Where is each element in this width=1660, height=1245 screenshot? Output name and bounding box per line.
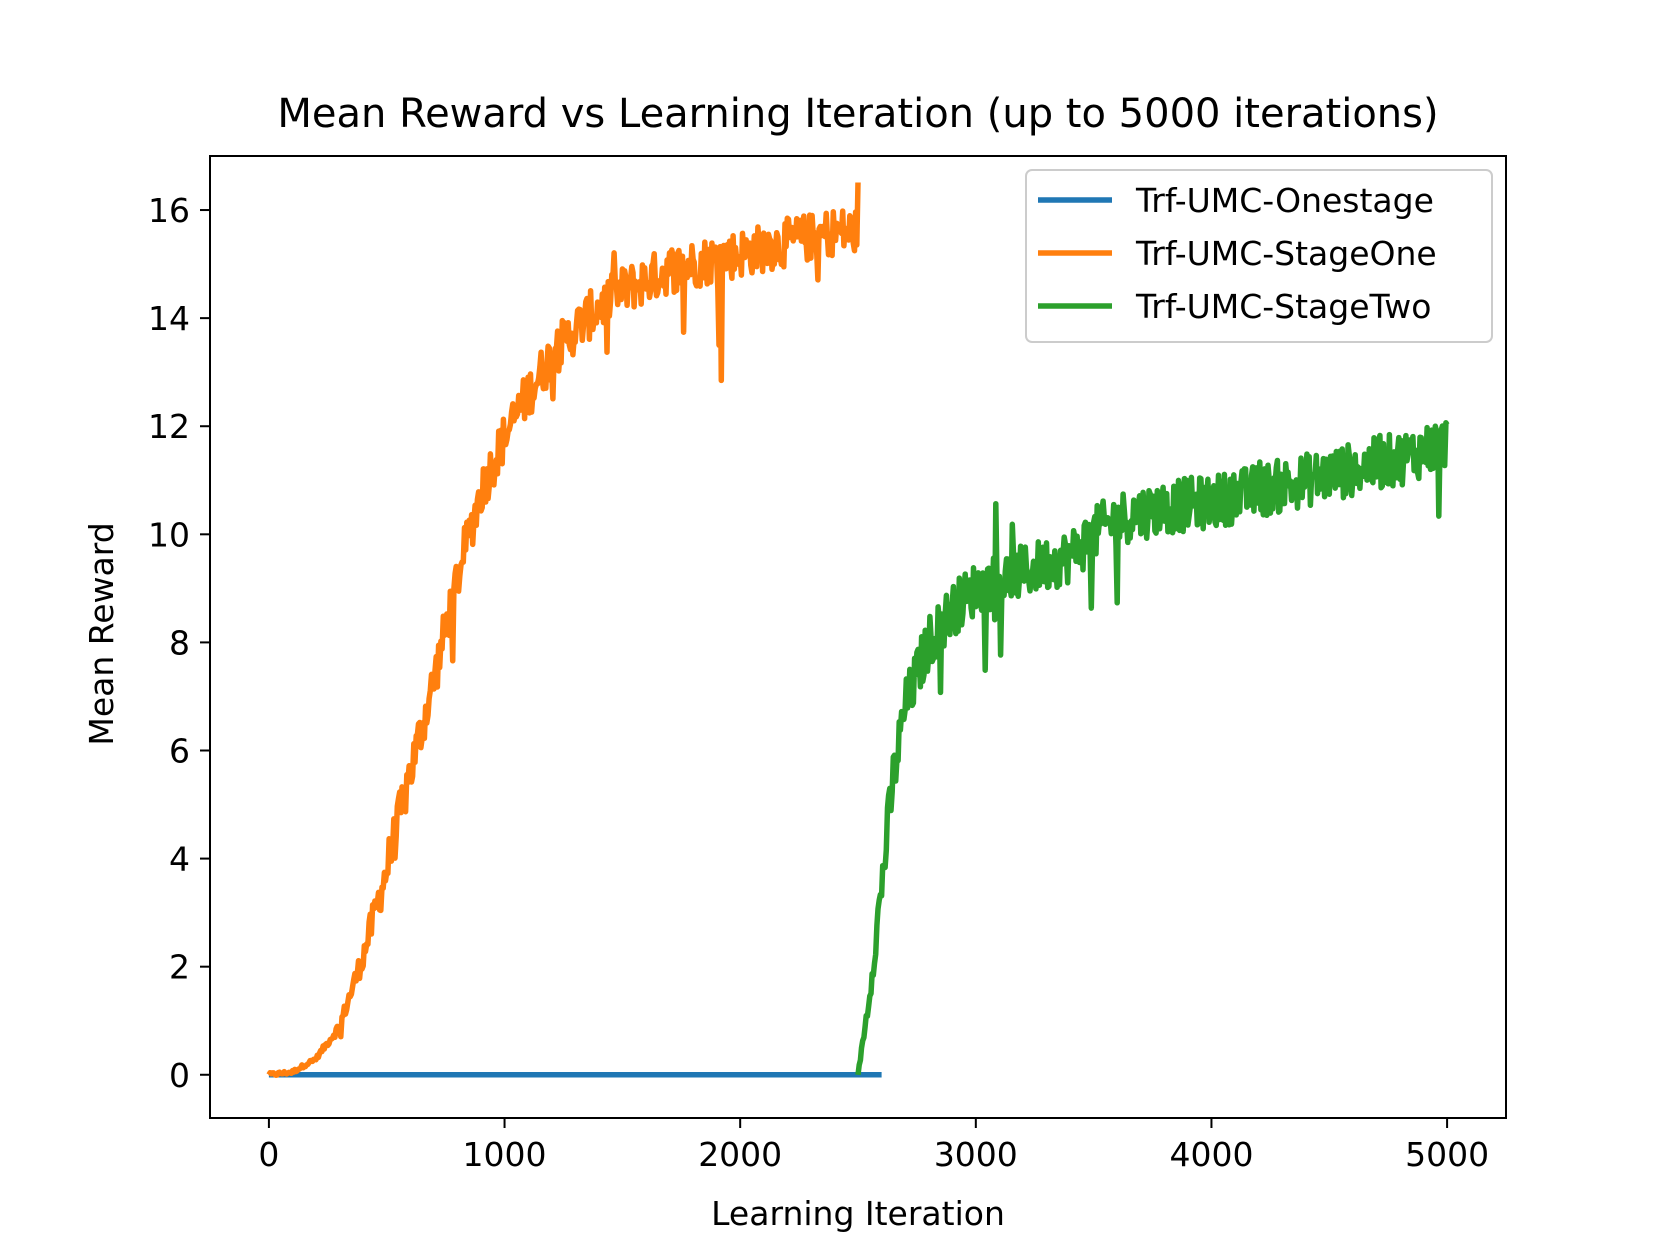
y-tick-label: 6 — [169, 731, 190, 770]
legend-label: Trf-UMC-Onestage — [1135, 181, 1434, 220]
chart-title: Mean Reward vs Learning Iteration (up to… — [277, 91, 1438, 137]
series-line-1 — [266, 182, 861, 1078]
x-tick-label: 5000 — [1405, 1135, 1489, 1174]
x-axis-title: Learning Iteration — [711, 1194, 1005, 1233]
y-tick-label: 12 — [148, 407, 190, 446]
y-axis-title: Mean Reward — [82, 522, 121, 745]
y-tick-label: 8 — [169, 623, 190, 662]
y-tick-label: 16 — [148, 191, 190, 230]
x-tick-label: 3000 — [934, 1135, 1018, 1174]
y-axis: 0 2 4 6 8 10 12 14 16 — [148, 191, 210, 1095]
series-line-2 — [855, 420, 1450, 1076]
y-tick-label: 0 — [169, 1056, 190, 1095]
x-tick-label: 2000 — [698, 1135, 782, 1174]
y-tick-label: 10 — [148, 515, 190, 554]
plot-frame — [209, 155, 1507, 1119]
legend-label: Trf-UMC-StageOne — [1135, 234, 1437, 273]
plot-area — [209, 155, 1507, 1119]
y-tick-label: 14 — [148, 299, 190, 338]
x-tick-label: 4000 — [1169, 1135, 1253, 1174]
legend: Trf-UMC-Onestage Trf-UMC-StageOne Trf-UMC-… — [1025, 169, 1493, 343]
y-tick-label: 2 — [169, 948, 190, 987]
y-tick-label: 4 — [169, 840, 190, 879]
legend-box — [1025, 169, 1493, 343]
x-axis: 0 1000 2000 3000 4000 5000 — [258, 1118, 1489, 1174]
legend-label: Trf-UMC-StageTwo — [1135, 287, 1431, 326]
x-tick-label: 1000 — [463, 1135, 547, 1174]
x-tick-label: 0 — [258, 1135, 279, 1174]
